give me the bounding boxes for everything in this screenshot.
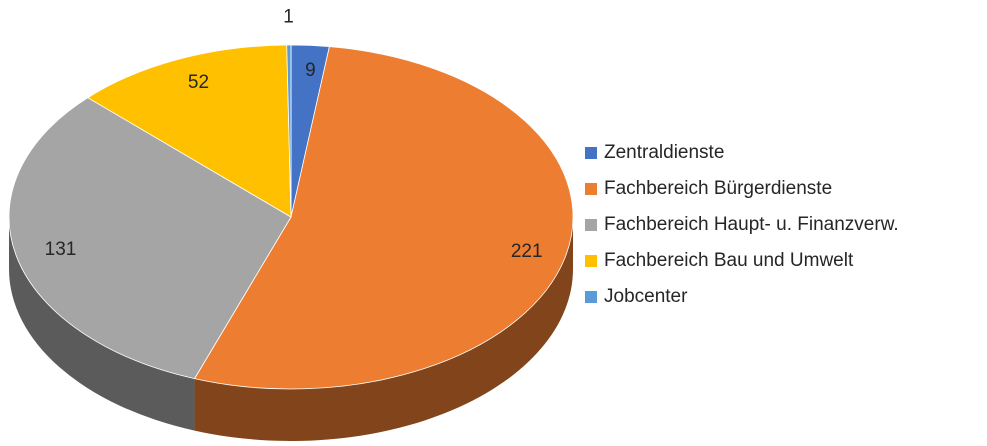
slice-side [9,217,195,431]
data-label: 221 [511,241,543,262]
slice-side [194,217,573,441]
slice [286,44,292,218]
legend-label: Fachbereich Bau und Umwelt [604,250,854,271]
data-label: 1 [283,7,294,28]
legend-swatch [585,291,597,303]
legend-label: Fachbereich Bürgerdienste [604,178,832,199]
legend-label: Zentraldienste [604,142,724,163]
legend-swatch [585,147,597,159]
data-label: 131 [45,239,77,260]
data-label: 52 [188,72,209,93]
data-label: 9 [305,60,316,81]
legend-label: Jobcenter [604,286,688,307]
slice [193,46,574,390]
legend-label: Fachbereich Haupt- u. Finanzverw. [604,214,899,235]
slice [87,44,292,218]
slice [8,97,292,380]
legend-swatch [585,183,597,195]
legend-swatch [585,255,597,267]
legend-swatch [585,219,597,231]
